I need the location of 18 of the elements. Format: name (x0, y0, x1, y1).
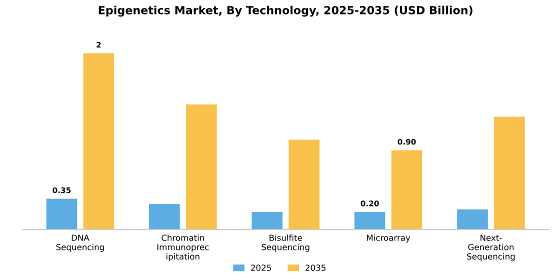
x-tick-label: Microarray (366, 234, 410, 243)
x-tick-label: Bisulfite Sequencing (262, 234, 310, 252)
x-tick-label: Next- Generation Sequencing (467, 234, 515, 262)
bar (46, 198, 78, 230)
x-tick-label: DNA Sequencing (56, 234, 104, 252)
bar (149, 204, 180, 230)
chart-title: Epigenetics Market, By Technology, 2025-2035 (USD Billion) (98, 6, 472, 17)
bar (186, 104, 217, 230)
bar (288, 140, 320, 230)
legend-label: 2025 (251, 264, 271, 271)
bar (252, 212, 283, 230)
bar (391, 150, 422, 230)
bar (354, 212, 386, 230)
x-tick-label: Chromatin Immunoprec ipitation (157, 234, 209, 262)
bar (83, 53, 114, 230)
legend-label: 2035 (306, 264, 326, 271)
bar (494, 116, 525, 230)
bar (457, 209, 488, 230)
